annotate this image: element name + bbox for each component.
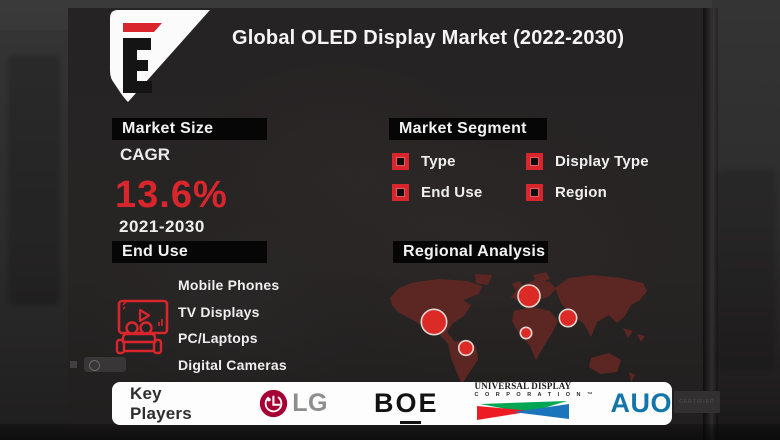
page-title: Global OLED Display Market (2022-2030) (232, 27, 625, 49)
lg-face-icon (260, 389, 288, 418)
logo-red-bar (123, 23, 162, 32)
world-map (390, 272, 647, 384)
tv-viewers-icon (115, 299, 169, 355)
cagr-value: 13.6% (115, 174, 228, 216)
segment-label: Display Type (555, 153, 649, 170)
auo-logo: AUO (610, 388, 672, 418)
greenland (475, 274, 492, 285)
segment-item-type: Type (392, 153, 456, 170)
bubble-south-asia (558, 308, 578, 328)
boe-wordmark: BOE (373, 388, 439, 418)
backdrop-shadow (716, 170, 776, 370)
end-use-item: TV Displays (178, 303, 260, 320)
segment-item-end-use: End Use (392, 184, 482, 201)
africa (512, 307, 558, 360)
red-square-bullet-icon (392, 153, 409, 170)
logo-letter-e (123, 38, 152, 93)
udc-bowtie-icon (476, 401, 569, 420)
red-square-bullet-icon (526, 153, 543, 170)
certified-sticker: CERTIFIED (674, 391, 720, 413)
udc-wordmark: UNIVERSAL DISPLAY (474, 381, 572, 391)
lg-wordmark: LG (292, 389, 328, 417)
market-segment-heading: Market Segment (389, 118, 547, 140)
cagr-period: 2021-2030 (119, 217, 205, 236)
end-use-item: Digital Cameras (178, 356, 287, 373)
segment-item-display-type: Display Type (526, 153, 649, 170)
segment-label: Type (421, 153, 456, 170)
key-players-bar: Key Players LG BOE UNIVERSAL DISPLAY C O… (112, 381, 672, 426)
background-object (70, 361, 77, 368)
backdrop-shadow (8, 55, 60, 305)
boe-underline (399, 421, 421, 424)
camera-lens-icon (89, 360, 100, 371)
key-players-heading: Key Players (130, 383, 192, 423)
region-bubbles (420, 284, 578, 357)
red-square-bullet-icon (526, 184, 543, 201)
regional-analysis-heading: Regional Analysis (393, 241, 548, 263)
continents (390, 272, 647, 384)
cagr-label: CAGR (120, 145, 171, 164)
bubble-north-america (420, 308, 448, 336)
market-size-heading: Market Size (112, 118, 267, 140)
end-use-item: Mobile Phones (178, 277, 280, 293)
background-camera-object (84, 357, 126, 372)
segment-item-region: Region (526, 184, 607, 201)
bubble-europe (517, 284, 541, 308)
southeast-asia (623, 328, 645, 342)
lg-logo: LG (259, 389, 328, 418)
bubble-africa (519, 326, 533, 340)
brand-logo (110, 10, 210, 102)
end-use-heading: End Use (112, 241, 267, 263)
red-square-bullet-icon (392, 184, 409, 201)
backdrop-right (712, 0, 780, 440)
boe-logo: BOE (373, 388, 439, 424)
universal-display-logo: UNIVERSAL DISPLAY C O R P O R A T I O N … (474, 381, 596, 426)
segment-label: Region (555, 184, 608, 201)
asia (555, 275, 647, 337)
backdrop-left (0, 30, 68, 440)
udc-corporation-text: C O R P O R A T I O N ™ (474, 392, 596, 398)
segment-label: End Use (421, 184, 483, 201)
new-zealand (629, 372, 635, 382)
scandinavia (533, 272, 550, 284)
bubble-south-america (457, 339, 475, 357)
australia (589, 353, 621, 374)
end-use-list: Mobile Phones TV Displays PC/Laptops Dig… (178, 272, 298, 378)
end-use-item: PC/Laptops (178, 330, 258, 346)
